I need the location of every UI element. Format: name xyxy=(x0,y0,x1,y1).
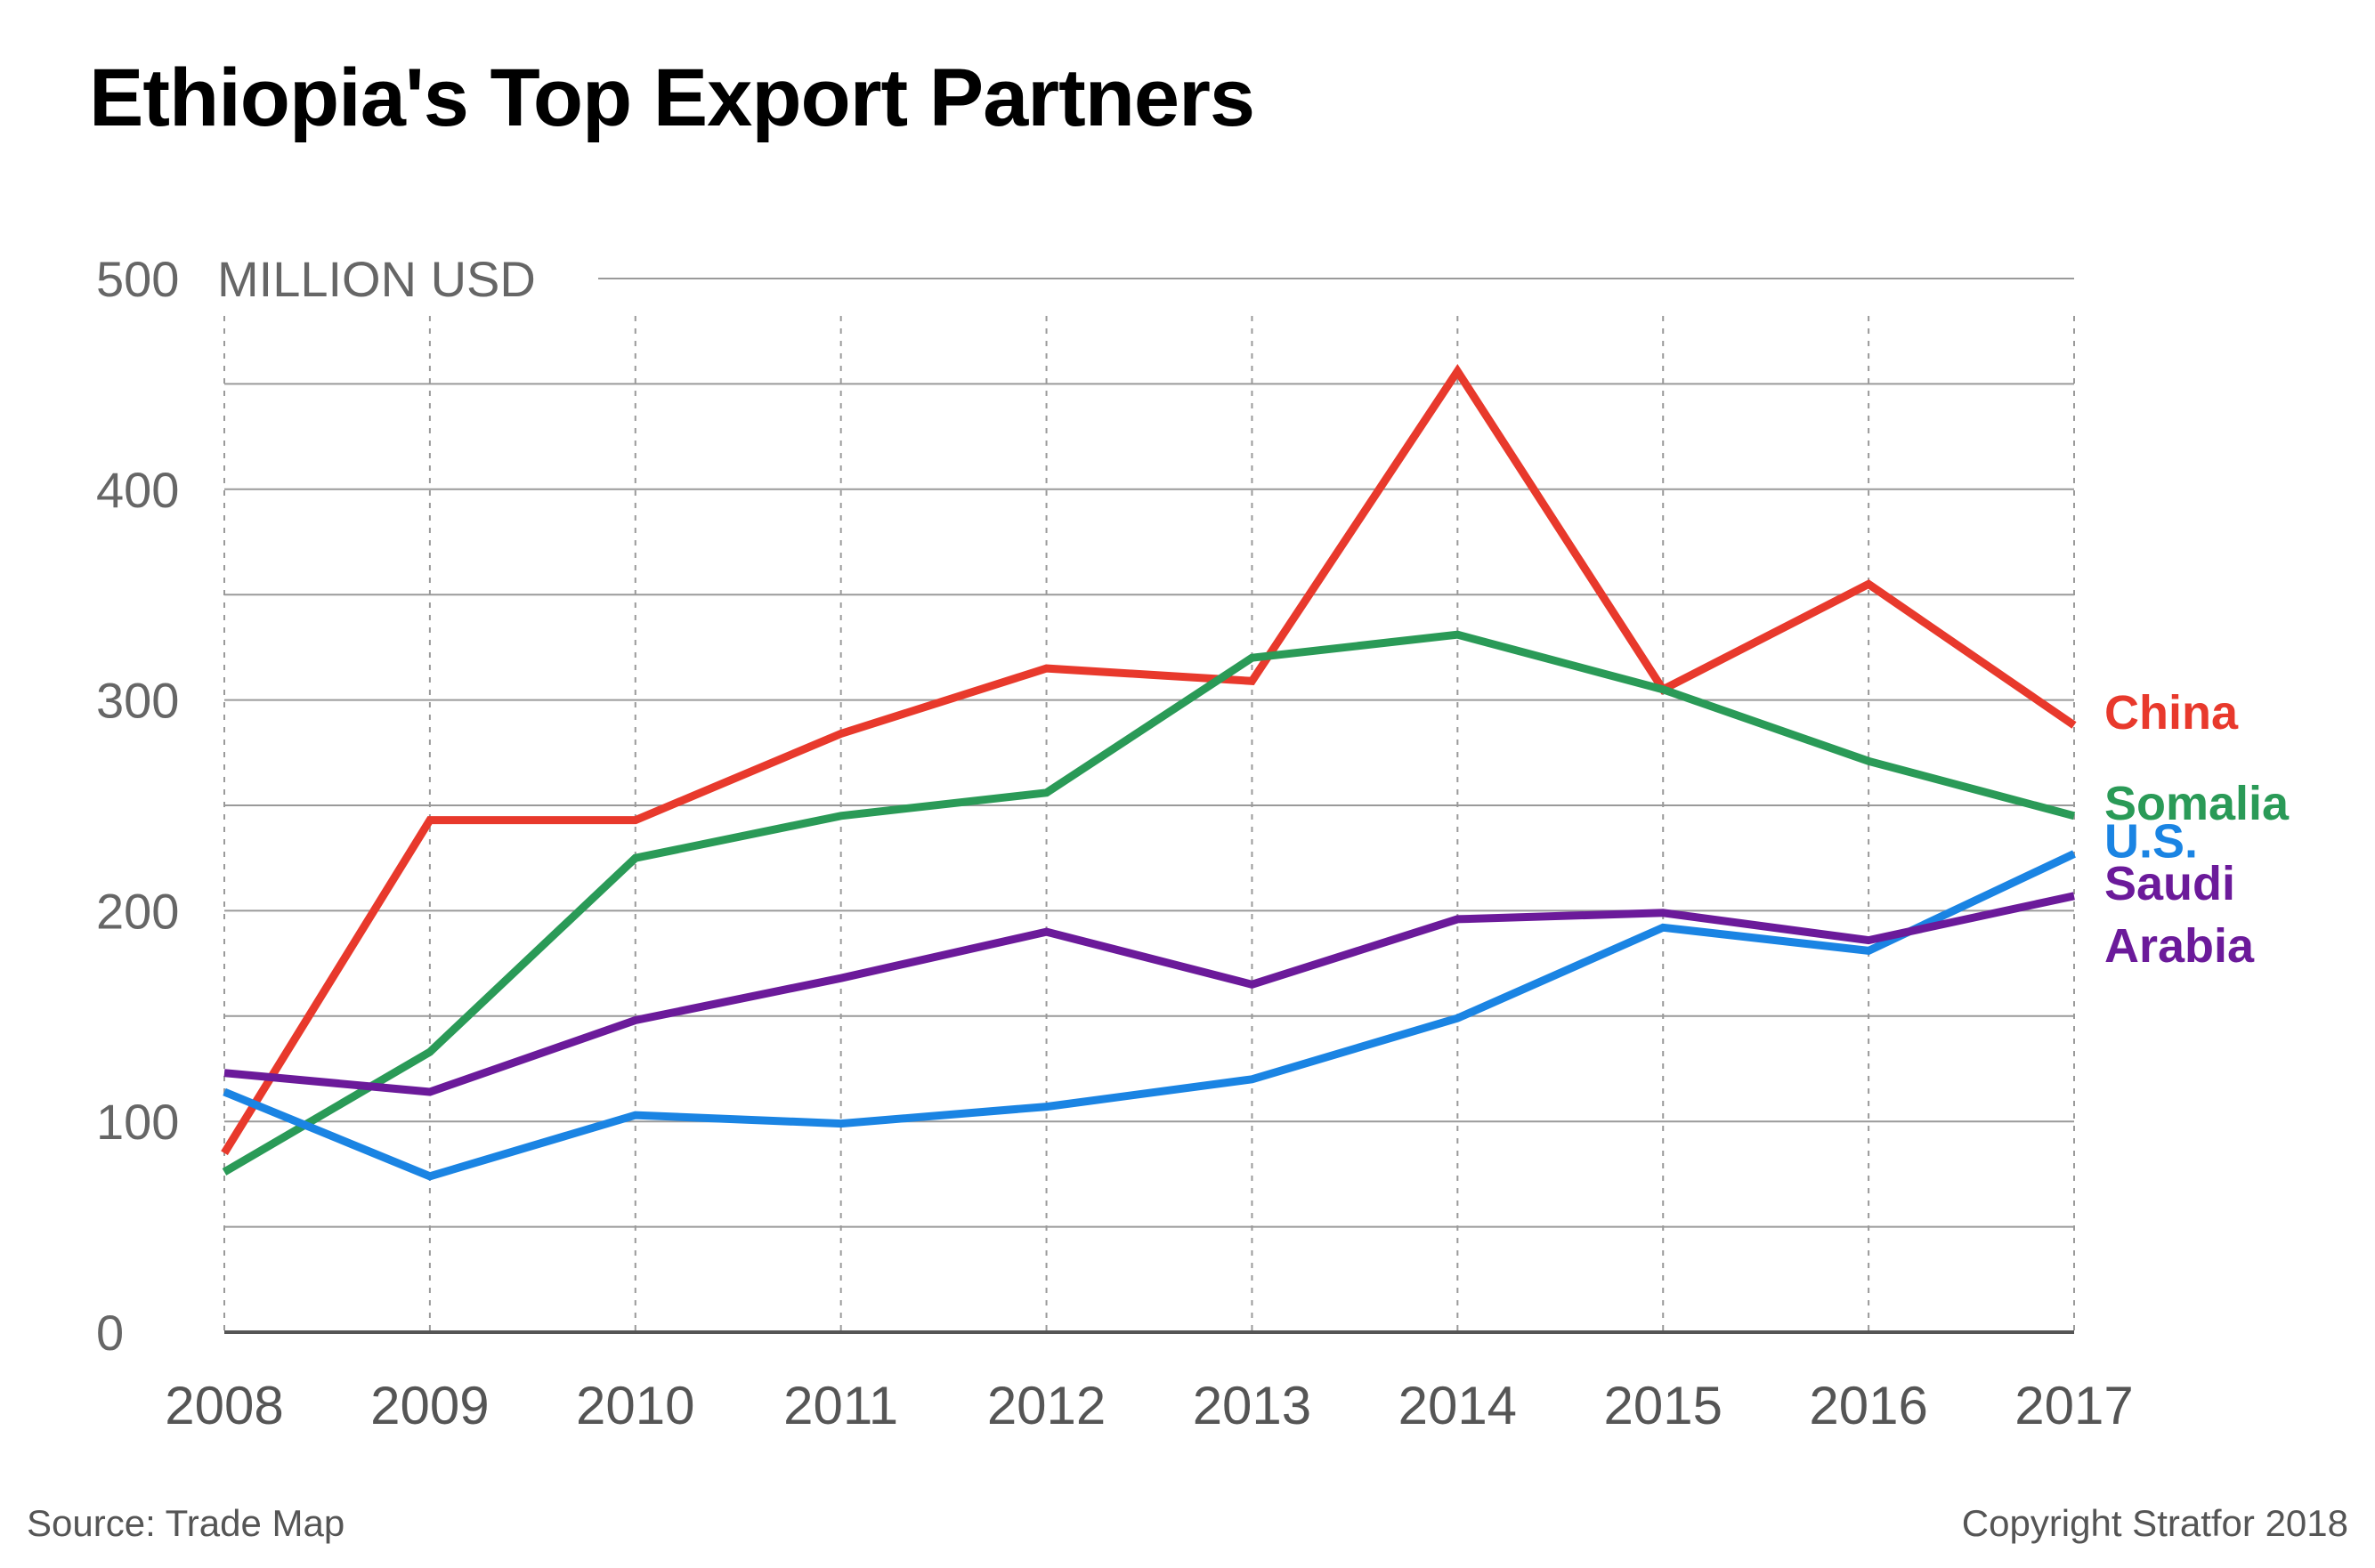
x-tick-label: 2009 xyxy=(370,1376,489,1435)
y-tick-label: 100 xyxy=(96,1094,179,1150)
x-tick-label: 2010 xyxy=(576,1376,694,1435)
chart-grid xyxy=(224,278,2074,1334)
y-tick-label: 200 xyxy=(96,883,179,939)
series-label-saudi-arabia: Saudi Arabia xyxy=(2104,857,2255,973)
y-tick-label: 500 xyxy=(96,251,179,307)
series-label-u-s-: U.S. xyxy=(2104,814,2198,868)
series-line-u-s- xyxy=(223,850,2076,1181)
series-lines xyxy=(221,363,2077,1181)
y-axis-unit-label: MILLION USD xyxy=(217,251,536,307)
x-tick-label: 2017 xyxy=(2014,1376,2133,1435)
source-note: Source: Trade Map xyxy=(27,1502,345,1544)
x-tick-label: 2015 xyxy=(1603,1376,1722,1435)
x-tick-label: 2011 xyxy=(783,1376,898,1435)
x-tick-label: 2016 xyxy=(1809,1376,1927,1435)
x-tick-label: 2013 xyxy=(1193,1376,1311,1435)
series-line-saudi-arabia xyxy=(223,892,2075,1096)
y-axis-ticks: 0 100 200 300 400 500 MILLION USD xyxy=(96,251,536,1361)
x-tick-label: 2008 xyxy=(165,1376,283,1435)
chart-title: Ethiopia's Top Export Partners xyxy=(89,53,1255,143)
series-line-somalia xyxy=(222,630,2076,1176)
x-axis-ticks: 2008 2009 2010 2011 2012 2013 2014 2015 2016 2017 xyxy=(165,1376,2133,1435)
x-tick-label: 2012 xyxy=(987,1376,1106,1435)
series-line-china xyxy=(221,363,2077,1156)
x-tick-label: 2014 xyxy=(1398,1376,1517,1435)
y-tick-label: 0 xyxy=(96,1305,124,1361)
y-tick-label: 300 xyxy=(96,673,179,729)
series-label-china: China xyxy=(2104,686,2239,740)
copyright-note: Copyright Stratfor 2018 xyxy=(1961,1502,2348,1544)
y-tick-label: 400 xyxy=(96,462,179,518)
series-label-somalia: Somalia xyxy=(2104,777,2290,830)
